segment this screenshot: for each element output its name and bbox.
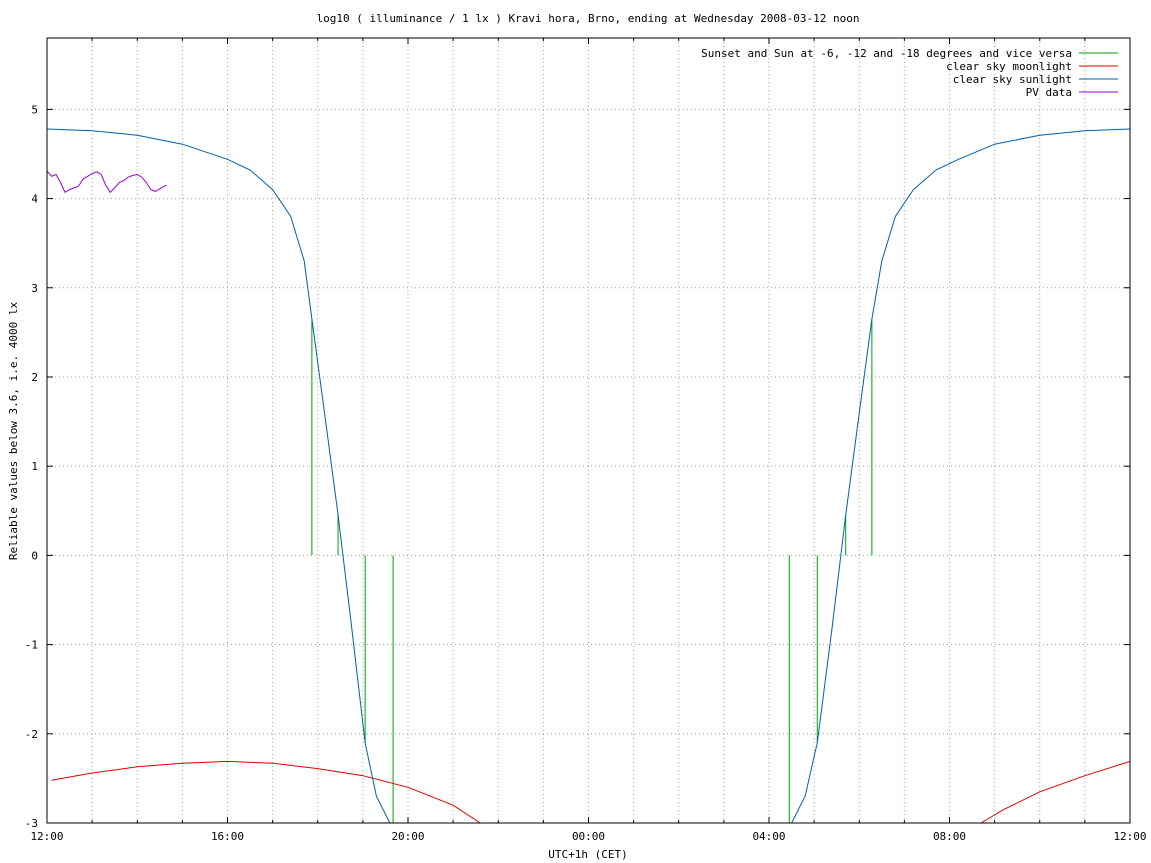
y-tick-label: -2 — [25, 728, 38, 741]
series-layer — [46, 128, 1131, 824]
x-axis-label: UTC+1h (CET) — [548, 848, 627, 861]
x-tick-label: 16:00 — [211, 830, 244, 843]
y-axis-label: Reliable values below 3.6, i.e. 4000 lx — [7, 301, 20, 560]
grid-lines — [47, 38, 1130, 823]
legend: Sunset and Sun at -6, -12 and -18 degree… — [701, 47, 1118, 99]
clear-sky-moonlight-line — [51, 760, 481, 824]
pv-data-line — [46, 170, 167, 194]
y-tick-label: 0 — [31, 549, 38, 562]
x-tick-label: 08:00 — [933, 830, 966, 843]
x-tick-label: 00:00 — [572, 830, 605, 843]
y-tick-label: -1 — [25, 639, 38, 652]
y-tick-label: 5 — [31, 103, 38, 116]
clear-sky-sunlight-line — [46, 128, 391, 824]
chart-title: log10 ( illuminance / 1 lx ) Kravi hora,… — [316, 12, 859, 25]
y-tick-label: 4 — [31, 193, 38, 206]
x-tick-label: 04:00 — [752, 830, 785, 843]
y-tick-label: 2 — [31, 371, 38, 384]
legend-label: Sunset and Sun at -6, -12 and -18 degree… — [701, 47, 1072, 60]
clear-sky-moonlight-line — [980, 760, 1131, 824]
clear-sky-sunlight-line — [791, 128, 1131, 824]
legend-label: clear sky sunlight — [953, 73, 1072, 86]
y-tick-label: 1 — [31, 460, 38, 473]
legend-label: PV data — [1026, 86, 1072, 99]
y-tick-label: -3 — [25, 817, 38, 830]
axis-ticks: 12:00 16:00 20:00 00:00 04:00 08:00 12:00 5 4 3 2 1… — [25, 38, 1147, 843]
y-tick-label: 3 — [31, 282, 38, 295]
x-tick-label: 12:00 — [1113, 830, 1146, 843]
x-tick-label: 12:00 — [30, 830, 63, 843]
x-tick-label: 20:00 — [391, 830, 424, 843]
legend-label: clear sky moonlight — [946, 60, 1072, 73]
